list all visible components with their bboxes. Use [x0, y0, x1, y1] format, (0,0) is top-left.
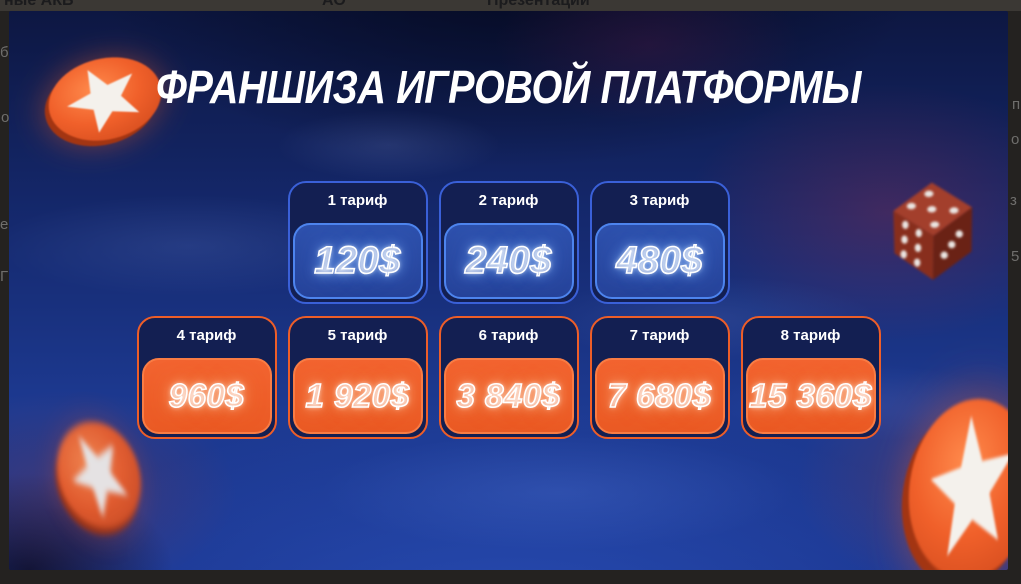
background-text-fragment: Г: [0, 268, 9, 285]
tariff-row-orange: 4 тариф 960$ 5 тариф 1 920$ 6 тариф 3 84…: [9, 316, 1008, 439]
background-text-fragment: п: [1012, 96, 1021, 113]
background-text-fragment: о: [1, 109, 10, 126]
background-text-fragment: е: [0, 216, 9, 233]
tariff-card-3[interactable]: 3 тариф 480$: [589, 181, 730, 304]
tariff-price: 7 680$: [607, 376, 712, 415]
background-text-fragment: Презентаций: [487, 0, 590, 9]
background-text-fragment: о: [1011, 131, 1020, 148]
tariff-price: 480$: [615, 239, 703, 283]
tariff-price: 3 840$: [456, 376, 561, 415]
tariff-label: 1 тариф: [327, 192, 388, 209]
price-box: 1 920$: [292, 358, 423, 434]
tariff-label: 8 тариф: [780, 327, 841, 344]
tariff-card-6[interactable]: 6 тариф 3 840$: [438, 316, 579, 439]
background-text-fragment: з: [1010, 192, 1017, 209]
tariff-price: 240$: [464, 239, 552, 283]
price-box: 240$: [443, 223, 574, 299]
background-text-fragment: АО: [322, 0, 346, 9]
tariff-label: 4 тариф: [176, 327, 237, 344]
tariff-label: 5 тариф: [327, 327, 388, 344]
tariff-label: 3 тариф: [629, 192, 690, 209]
tariff-card-8[interactable]: 8 тариф 15 360$: [740, 316, 881, 439]
tariff-label: 6 тариф: [478, 327, 539, 344]
tariff-card-1[interactable]: 1 тариф 120$: [287, 181, 428, 304]
tariff-price: 960$: [168, 376, 245, 415]
tariff-card-2[interactable]: 2 тариф 240$: [438, 181, 579, 304]
background-text-fragment: ные АКБ: [4, 0, 74, 9]
tariff-card-5[interactable]: 5 тариф 1 920$: [287, 316, 428, 439]
page-title: ФРАНШИЗА ИГРОВОЙ ПЛАТФОРМЫ: [155, 61, 861, 113]
price-box: 3 840$: [443, 358, 574, 434]
tariff-price: 120$: [313, 239, 401, 283]
tariff-label: 2 тариф: [478, 192, 539, 209]
price-box: 15 360$: [745, 358, 876, 434]
background-text-fragment: 5: [1011, 248, 1020, 265]
tariff-card-4[interactable]: 4 тариф 960$: [136, 316, 277, 439]
tariff-price: 15 360$: [748, 376, 872, 415]
presentation-slide: ФРАНШИЗА ИГРОВОЙ ПЛАТФОРМЫ 1 тариф 120$ …: [9, 11, 1008, 570]
background-text-fragment: б: [0, 44, 9, 61]
tariff-card-7[interactable]: 7 тариф 7 680$: [589, 316, 730, 439]
price-box: 120$: [292, 223, 423, 299]
price-box: 480$: [594, 223, 725, 299]
background-page-top-strip: ные АКБ АО Презентаций: [0, 0, 1021, 11]
price-box: 7 680$: [594, 358, 725, 434]
price-box: 960$: [141, 358, 272, 434]
tariff-row-blue: 1 тариф 120$ 2 тариф 240$ 3 тариф 480$: [9, 181, 1008, 304]
tariff-label: 7 тариф: [629, 327, 690, 344]
tariff-price: 1 920$: [305, 376, 410, 415]
